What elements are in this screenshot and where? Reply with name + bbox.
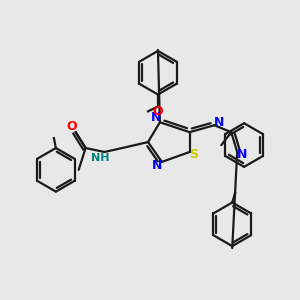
Text: O: O xyxy=(153,105,163,118)
Text: O: O xyxy=(66,120,77,133)
Text: NH: NH xyxy=(91,153,110,163)
Text: N: N xyxy=(152,159,162,172)
Text: N: N xyxy=(237,148,247,161)
Text: S: S xyxy=(189,148,198,161)
Text: N: N xyxy=(151,111,161,124)
Text: N: N xyxy=(214,116,224,129)
